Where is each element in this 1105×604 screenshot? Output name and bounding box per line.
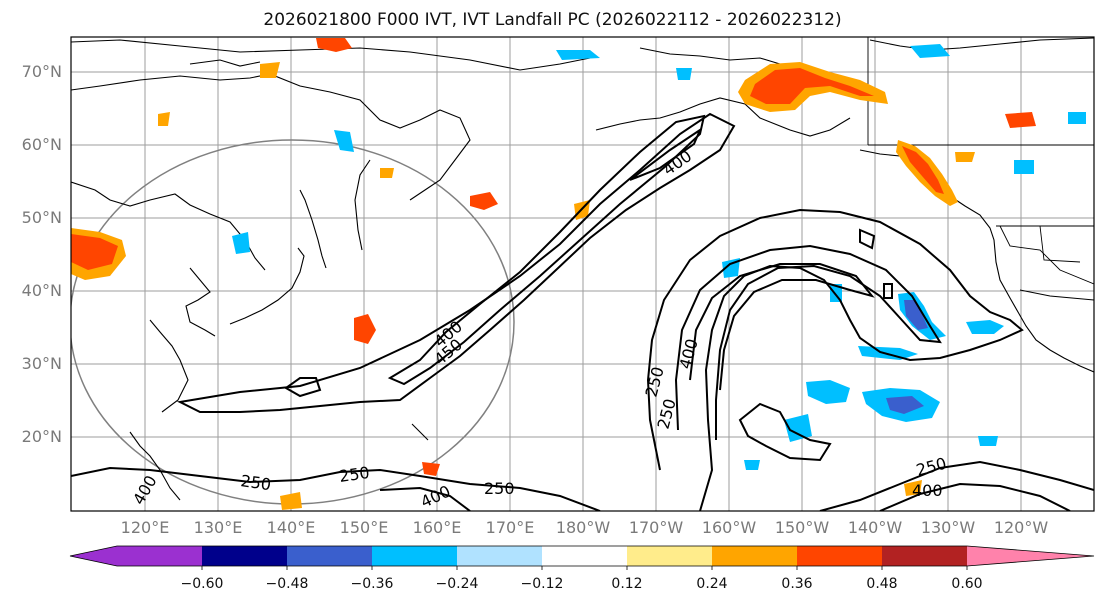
map-title: 2026021800 F000 IVT, IVT Landfall PC (20…	[263, 10, 842, 30]
colorbar-ticks	[201, 566, 968, 570]
colorbar-tick-label-9: 0.60	[951, 576, 983, 592]
patch-alaska-core	[750, 68, 874, 104]
colorbar-bin-9	[882, 546, 967, 566]
colorbar-bin-2	[287, 546, 372, 566]
patch-north-siberia	[316, 38, 352, 52]
lon-label-160e: 160°E	[412, 518, 462, 537]
lat-label-20: 20°N	[21, 427, 62, 446]
patch-south-edge	[280, 492, 302, 510]
colorbar-tick-label-4: −0.12	[520, 576, 564, 592]
colorbar-bin-7	[712, 546, 797, 566]
ivt-contours	[71, 112, 1094, 511]
lat-label-50: 50°N	[21, 208, 62, 227]
patch-central-pacific	[806, 380, 850, 404]
contour-small-ne	[883, 283, 893, 299]
contour-label-250-tropics-c: 250	[484, 479, 515, 498]
patch-baja	[978, 436, 998, 446]
lat-label-70: 70°N	[21, 62, 62, 81]
patch-rockies	[1014, 160, 1034, 174]
patch-california-offshore	[966, 320, 1004, 334]
lon-label-130w: 130°W	[920, 518, 976, 537]
patch-subtropical	[904, 480, 922, 496]
patch-hawaii-north	[784, 414, 812, 442]
patch-tropical	[422, 462, 440, 476]
contour-small-west	[284, 377, 322, 398]
patch-subtropical-band	[858, 346, 918, 360]
colorbar-tick-label-3: −0.24	[435, 576, 479, 592]
patch-arctic-small	[676, 68, 692, 80]
contour-250-jet	[176, 112, 736, 413]
patch-siberia-small	[260, 62, 280, 78]
lon-label-170w: 170°W	[628, 518, 684, 537]
lon-label-160w: 160°W	[701, 518, 757, 537]
contour-250-ridge	[646, 208, 1024, 511]
contour-small-hawaii	[738, 402, 832, 462]
contour-450-jet	[629, 127, 703, 181]
colorbar	[69, 545, 1095, 570]
colorbar-extend-high	[967, 546, 1094, 566]
colorbar-bin-0	[117, 546, 202, 566]
contour-250-tropics	[71, 466, 601, 511]
lon-label-120w: 120°W	[993, 518, 1049, 537]
lon-label-150w: 150°W	[774, 518, 830, 537]
lon-label-120e: 120°E	[120, 518, 170, 537]
colorbar-bin-8	[797, 546, 882, 566]
colorbar-tick-label-6: 0.24	[696, 576, 728, 592]
lon-label-140w: 140°W	[847, 518, 903, 537]
colorbar-tick-label-7: 0.36	[781, 576, 813, 592]
contour-small-gulf	[859, 228, 876, 250]
patch-okhotsk	[380, 168, 394, 178]
patch-nw-pacific	[354, 314, 376, 344]
patch-canada-small	[955, 152, 975, 162]
colorbar-extend-low	[70, 546, 117, 566]
contour-400-jet	[387, 114, 706, 386]
patch-siberia-tiny	[158, 112, 170, 126]
graticule	[71, 37, 1094, 511]
lon-label-130e: 130°E	[193, 518, 243, 537]
patch-east-pacific-core	[886, 396, 924, 414]
lat-label-40: 40°N	[21, 281, 62, 300]
lat-label-30: 30°N	[21, 354, 62, 373]
contour-250-se	[819, 460, 1094, 511]
colorbar-tick-label-1: −0.48	[265, 576, 309, 592]
contour-450-ridge	[689, 263, 875, 391]
colorbar-tick-label-2: −0.36	[350, 576, 394, 592]
lon-label-180w: 180°W	[555, 518, 611, 537]
colorbar-bin-3	[372, 546, 457, 566]
colorbar-bin-4	[457, 546, 542, 566]
patch-chukchi	[556, 50, 600, 60]
contour-label-250-tropics-b: 250	[338, 463, 371, 486]
patch-arctic	[910, 44, 950, 58]
patch-manchuria	[232, 232, 250, 254]
contour-400-se	[879, 482, 1071, 511]
colorbar-outline	[69, 545, 1095, 567]
colorbar-bin-6	[627, 546, 712, 566]
lon-label-140e: 140°E	[266, 518, 316, 537]
colorbar-bin-5	[542, 546, 627, 566]
patch-okhotsk-west	[334, 130, 354, 152]
contour-label-250-tropics: 250	[239, 471, 272, 494]
patch-tropical-east	[744, 460, 760, 470]
contour-400-ridge	[674, 244, 942, 440]
patch-bc-coast-core	[902, 146, 944, 194]
patch-aleutian-south	[470, 192, 498, 210]
lon-label-150e: 150°E	[339, 518, 389, 537]
patch-canada	[1005, 112, 1036, 128]
colorbar-bin-1	[202, 546, 287, 566]
colorbar-tick-label-8: 0.48	[866, 576, 898, 592]
map-frame	[70, 36, 1095, 512]
patch-hudson	[1068, 112, 1086, 124]
lon-label-170e: 170°E	[485, 518, 535, 537]
positive-anomaly-patches	[71, 38, 1036, 510]
colorbar-tick-label-0: −0.60	[180, 576, 224, 592]
contour-label-400-se: 400	[912, 481, 943, 500]
colorbar-tick-label-5: 0.12	[611, 576, 643, 592]
patch-ne-pacific-core	[904, 300, 928, 330]
lat-label-60: 60°N	[21, 135, 62, 154]
contour-400-tropics	[379, 486, 471, 511]
patch-west-china-core	[71, 234, 118, 270]
